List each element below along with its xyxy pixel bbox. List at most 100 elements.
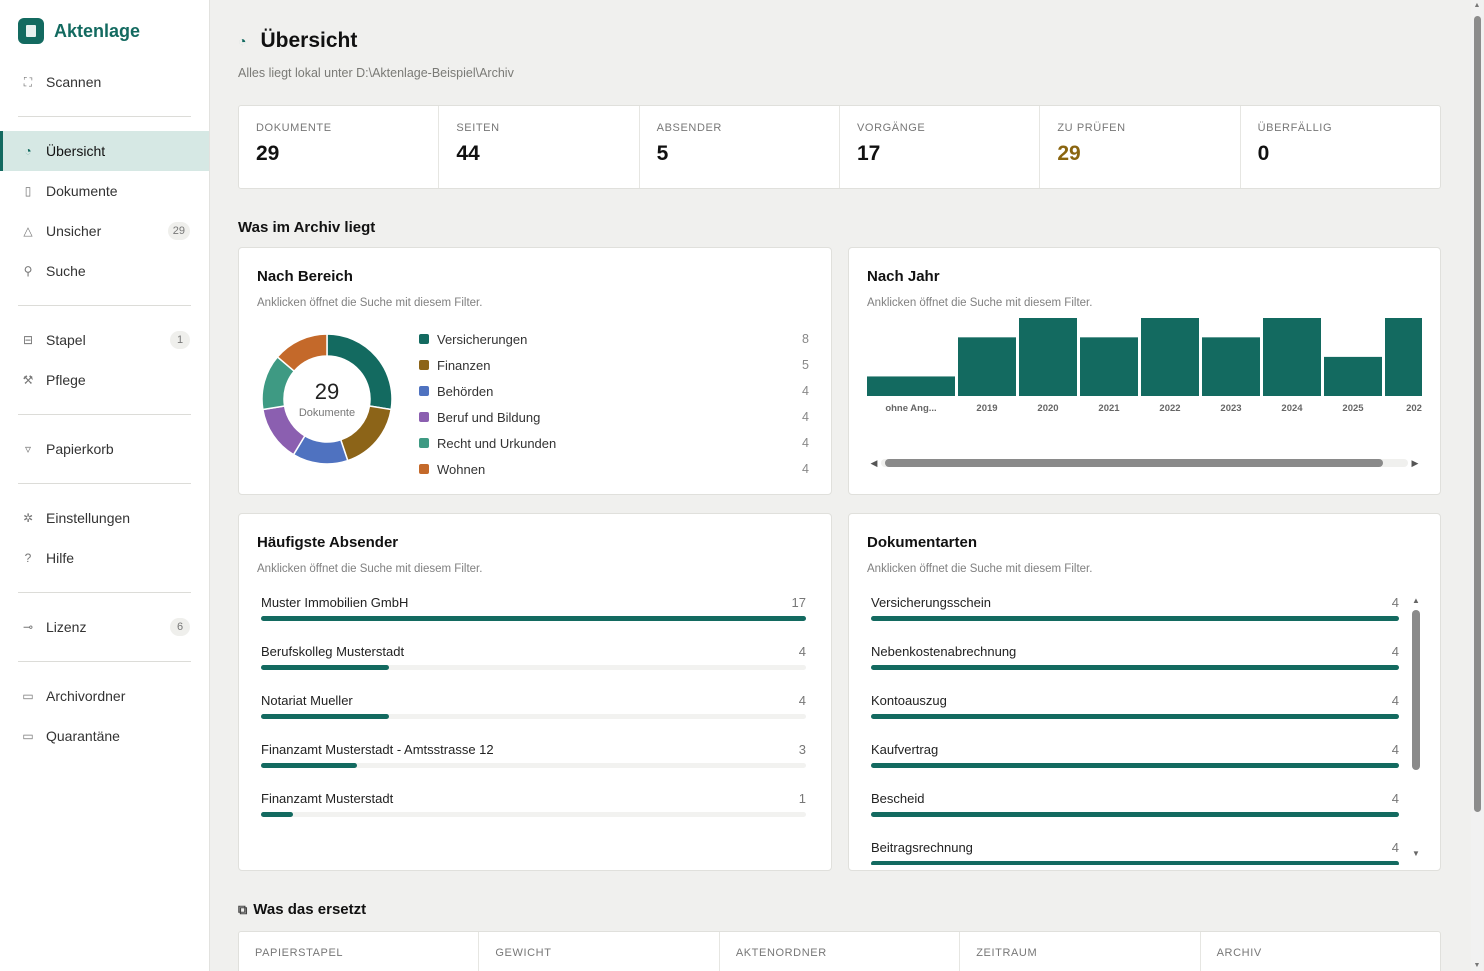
scrollbar-thumb[interactable] <box>1412 610 1420 770</box>
sidebar-item-label: Lizenz <box>46 619 87 635</box>
doc-types-list[interactable]: Versicherungsschein 4 Nebenkostenabrechnun… <box>871 595 1399 865</box>
bar-label: Versicherungsschein <box>871 595 991 610</box>
page-scrollbar[interactable]: ▲ ▼ <box>1471 0 1483 971</box>
bar-count: 4 <box>1391 742 1399 757</box>
scroll-down-icon[interactable]: ▼ <box>1412 849 1420 858</box>
legend-item[interactable]: Versicherungen 8 <box>419 326 809 352</box>
legend-label: Beruf und Bildung <box>437 409 541 425</box>
bar-row[interactable]: Finanzamt Musterstadt 1 <box>261 791 806 840</box>
page-scrollbar-thumb[interactable] <box>1474 16 1481 812</box>
sidebar-item-suche[interactable]: ⚲ Suche <box>0 251 209 291</box>
brand[interactable]: Aktenlage <box>0 0 209 62</box>
bar-row-header: Berufskolleg Musterstadt 4 <box>261 644 806 659</box>
pie-chart-icon: ◔ <box>24 144 32 158</box>
bar-row[interactable]: Beitragsrechnung 4 <box>871 840 1399 865</box>
nav-divider <box>18 414 191 415</box>
bar-fill <box>871 763 1399 768</box>
bar-row-header: Kaufvertrag 4 <box>871 742 1399 757</box>
sidebar-item-unsicher[interactable]: △ Unsicher 29 <box>0 211 209 251</box>
bar-label: Bescheid <box>871 791 925 806</box>
donut-slice[interactable] <box>276 333 328 373</box>
year-tick-label: 2021 <box>1098 403 1120 414</box>
legend-label: Finanzen <box>437 357 491 373</box>
sidebar-item-label: Suche <box>46 263 86 279</box>
year-bar[interactable] <box>1019 318 1077 396</box>
stat-dokumente[interactable]: DOKUMENTE 29 <box>239 106 440 188</box>
bar-row[interactable]: Notariat Mueller 4 <box>261 693 806 742</box>
year-bar[interactable] <box>1141 318 1199 396</box>
nav-divider <box>18 116 191 117</box>
scroll-right-icon[interactable]: ▶ <box>1411 458 1419 468</box>
scroll-up-icon[interactable]: ▲ <box>1412 596 1420 605</box>
year-tick-label: 2019 <box>976 403 997 414</box>
stat-value: 0 <box>1257 142 1270 165</box>
inbox-icon: ⊟ <box>22 333 34 347</box>
year-bar[interactable] <box>1080 337 1138 396</box>
bar-track <box>261 665 806 670</box>
copy-icon: ⧉ <box>238 901 248 917</box>
app-logo-icon <box>18 18 44 44</box>
bar-label: Kontoauszug <box>871 693 947 708</box>
bar-row[interactable]: Bescheid 4 <box>871 791 1399 840</box>
vertical-scrollbar[interactable]: ▲ ▼ <box>1410 596 1422 858</box>
sidebar-nav: ⛶ Scannen ◔ Übersicht ▯ Dokumente △ Unsicher 29 ⚲… <box>0 62 209 756</box>
bar-row-header: Notariat Mueller 4 <box>261 693 806 708</box>
sidebar-item-stapel[interactable]: ⊟ Stapel 1 <box>0 320 209 360</box>
bar-fill <box>261 714 390 719</box>
stat-seiten[interactable]: SEITEN 44 <box>439 106 640 188</box>
scroll-down-icon[interactable]: ▼ <box>1473 962 1481 969</box>
legend-count: 4 <box>802 436 809 450</box>
sidebar-item-papierkorb[interactable]: ▿ Papierkorb <box>0 429 209 469</box>
trash-icon: ▿ <box>24 442 32 456</box>
count-badge: 29 <box>167 222 190 240</box>
legend-item[interactable]: Recht und Urkunden 4 <box>419 430 809 456</box>
scroll-left-icon[interactable]: ◀ <box>870 458 878 468</box>
year-bar[interactable] <box>1324 356 1382 396</box>
scrollbar-thumb[interactable] <box>885 459 1383 467</box>
legend-label: Recht und Urkunden <box>437 435 557 451</box>
scroll-up-icon[interactable]: ▲ <box>1473 2 1481 9</box>
year-bar[interactable] <box>958 337 1016 396</box>
bar-row[interactable]: Versicherungsschein 4 <box>871 595 1399 644</box>
sidebar-item-übersicht[interactable]: ◔ Übersicht <box>0 131 209 171</box>
bar-row[interactable]: Nebenkostenabrechnung 4 <box>871 644 1399 693</box>
sidebar-item-quarantäne[interactable]: ▭ Quarantäne <box>0 716 209 756</box>
bar-row[interactable]: Finanzamt Musterstadt - Amtsstrasse 12 3 <box>261 742 806 791</box>
year-bar[interactable] <box>1202 337 1260 396</box>
sidebar-item-scannen[interactable]: ⛶ Scannen <box>0 62 209 102</box>
section-title-archive: Was im Archiv liegt <box>238 219 376 236</box>
card-doc-types: Dokumentarten Anklicken öffnet die Suche… <box>848 513 1441 871</box>
stat-vorgänge[interactable]: VORGÄNGE 17 <box>840 106 1041 188</box>
legend-swatch <box>419 334 429 344</box>
sidebar-item-einstellungen[interactable]: ✲ Einstellungen <box>0 498 209 538</box>
replaces-column-header: PAPIERSTAPEL <box>239 932 480 971</box>
sidebar-item-archivordner[interactable]: ▭ Archivordner <box>0 676 209 716</box>
legend-item[interactable]: Finanzen 5 <box>419 352 809 378</box>
bar-row[interactable]: Kontoauszug 4 <box>871 693 1399 742</box>
stat-absender[interactable]: ABSENDER 5 <box>640 106 840 188</box>
year-bar[interactable] <box>867 376 955 396</box>
stat-zu-prüfen[interactable]: ZU PRÜFEN 29 <box>1040 106 1241 188</box>
legend-item[interactable]: Wohnen 4 <box>419 456 809 482</box>
stats-bar: DOKUMENTE 29 SEITEN 44 ABSENDER 5 VORGÄNGE 17 ZU… <box>238 105 1441 189</box>
bar-row[interactable]: Kaufvertrag 4 <box>871 742 1399 791</box>
horizontal-scrollbar[interactable]: ◀ ▶ <box>867 456 1422 470</box>
legend-item[interactable]: Beruf und Bildung 4 <box>419 404 809 430</box>
year-bar[interactable] <box>1263 318 1321 396</box>
nav-divider <box>18 483 191 484</box>
sidebar-item-dokumente[interactable]: ▯ Dokumente <box>0 171 209 211</box>
year-bar[interactable] <box>1385 318 1422 396</box>
legend-item[interactable]: Behörden 4 <box>419 378 809 404</box>
donut-chart[interactable]: 29 Dokumente <box>261 333 393 465</box>
bar-row[interactable]: Muster Immobilien GmbH 17 <box>261 595 806 644</box>
year-tick-label: ohne Ang... <box>885 403 936 414</box>
sidebar-item-hilfe[interactable]: ? Hilfe <box>0 538 209 578</box>
stat-überfällig[interactable]: ÜBERFÄLLIG 0 <box>1241 106 1440 188</box>
count-badge: 6 <box>170 618 190 636</box>
bar-row[interactable]: Berufskolleg Musterstadt 4 <box>261 644 806 693</box>
sidebar-item-lizenz[interactable]: ⊸ Lizenz 6 <box>0 607 209 647</box>
folder-icon: ▭ <box>22 729 34 743</box>
bar-fill <box>261 763 358 768</box>
bar-track <box>871 665 1399 670</box>
sidebar-item-pflege[interactable]: ⚒ Pflege <box>0 360 209 400</box>
